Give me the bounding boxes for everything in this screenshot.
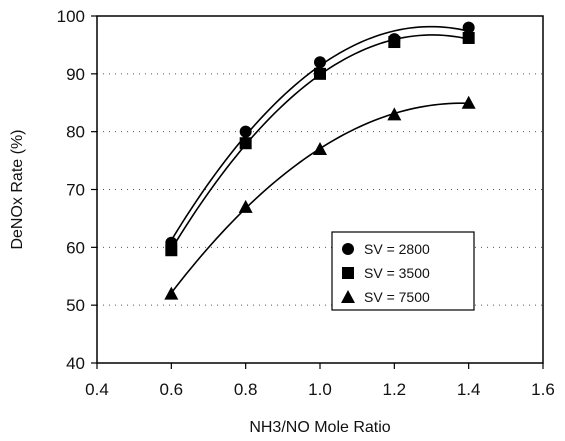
- square-marker-series-1-point-1: [239, 137, 252, 150]
- y-tick-label-100: 100: [57, 7, 85, 26]
- square-marker-series-1-point-4: [462, 31, 475, 44]
- legend-label-series-1: SV = 3500: [364, 265, 430, 281]
- x-tick-label-1.6: 1.6: [531, 380, 555, 399]
- circle-marker-series-0-point-2: [314, 56, 326, 69]
- circle-marker-series-0-point-4: [462, 21, 475, 34]
- y-tick-label-60: 60: [66, 238, 85, 257]
- legend-marker-series-2: [341, 290, 355, 303]
- x-tick-label-0.6: 0.6: [160, 380, 184, 399]
- y-tick-label-80: 80: [66, 123, 85, 142]
- y-axis-label: DeNOx Rate (%): [9, 129, 26, 249]
- x-tick-label-0.8: 0.8: [234, 380, 258, 399]
- x-tick-label-1.2: 1.2: [383, 380, 407, 399]
- square-marker-series-1-point-2: [314, 67, 326, 80]
- y-tick-label-50: 50: [66, 296, 85, 315]
- x-tick-label-1.4: 1.4: [457, 380, 481, 399]
- x-axis-label: NH3/NO Mole Ratio: [249, 419, 390, 436]
- legend-marker-series-0: [342, 243, 354, 255]
- axis-ticks: 0.4 0.6 0.8 1.0 1.2 1.4 1.6 40 50 60 70 80 90 100: [57, 7, 555, 399]
- x-tick-label-0.4: 0.4: [85, 380, 109, 399]
- data-markers: [164, 21, 476, 300]
- grid-lines: [97, 73, 543, 306]
- circle-marker-series-0-point-1: [239, 125, 252, 138]
- triangle-marker-series-2-point-4: [461, 95, 476, 109]
- y-tick-label-70: 70: [66, 181, 85, 200]
- triangle-marker-series-2-point-3: [387, 107, 402, 121]
- y-tick-label-90: 90: [66, 65, 85, 84]
- legend: SV = 2800 SV = 3500 SV = 7500: [331, 231, 475, 311]
- square-marker-series-1-point-0: [165, 244, 178, 257]
- legend-label-series-2: SV = 7500: [364, 289, 430, 305]
- legend-marker-series-1: [342, 267, 354, 279]
- square-marker-series-1-point-3: [388, 36, 401, 49]
- triangle-marker-series-2-point-1: [238, 199, 253, 213]
- triangle-marker-series-2-point-0: [164, 286, 179, 300]
- legend-box: [331, 231, 475, 311]
- x-tick-label-1.0: 1.0: [308, 380, 332, 399]
- y-tick-label-40: 40: [66, 354, 85, 373]
- triangle-marker-series-2-point-2: [313, 142, 327, 156]
- legend-label-series-0: SV = 2800: [364, 241, 430, 257]
